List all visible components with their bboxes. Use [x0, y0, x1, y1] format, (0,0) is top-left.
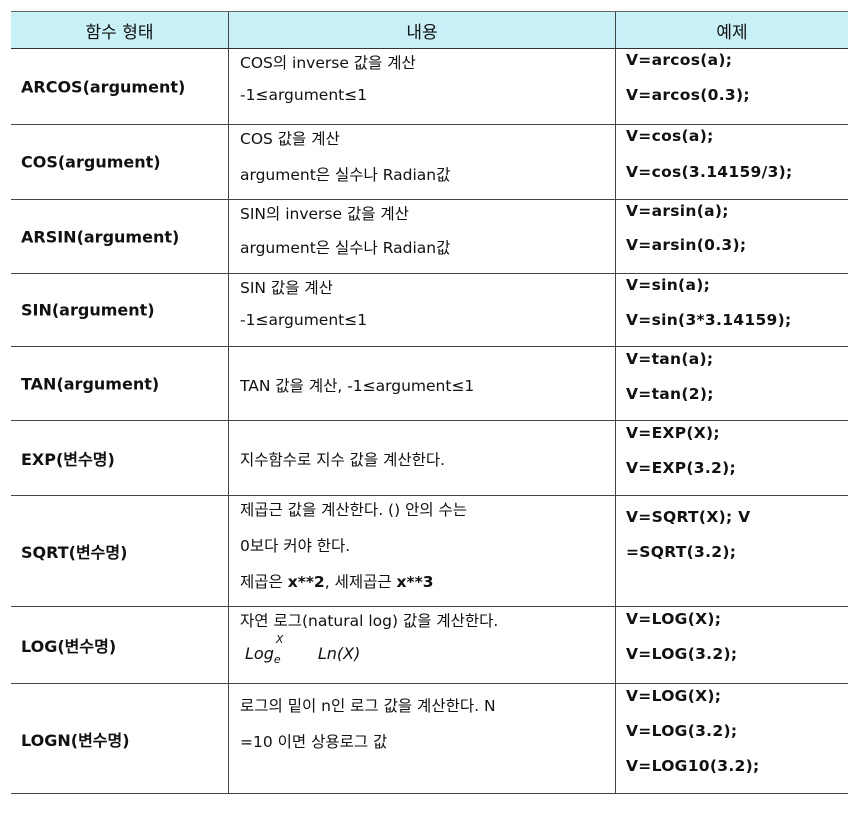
example-code: V=tan(2); [626, 385, 714, 403]
function-name: EXP(변수명) [21, 450, 115, 469]
description-line: argument은 실수나 Radian값 [240, 239, 451, 257]
description-line: -1≤argument≤1 [240, 86, 368, 104]
description-line: 제곱근 값을 계산한다. () 안의 수는 [240, 501, 468, 519]
function-name: ARSIN(argument) [21, 227, 180, 246]
description-line: TAN 값을 계산, -1≤argument≤1 [240, 377, 475, 395]
example-code: V=arsin(a); [626, 202, 729, 220]
description-line: COS의 inverse 값을 계산 [240, 54, 416, 72]
example-code: V=arcos(a); [626, 51, 733, 69]
function-name: SQRT(변수명) [21, 543, 128, 562]
example-code: V=LOG(X); [626, 610, 722, 628]
function-table: 함수 형태 내용 예제 ARCOS(argument) COS의 inverse… [11, 11, 848, 794]
table-row: ARSIN(argument) SIN의 inverse 값을 계산 argum… [11, 200, 848, 274]
header-example: 예제 [716, 22, 748, 43]
example-code: V=LOG(3.2); [626, 645, 738, 663]
example-code: V=LOG(3.2); [626, 722, 738, 740]
description-line: 0보다 커야 한다. [240, 537, 351, 555]
header-content: 내용 [229, 12, 616, 48]
description-line: argument은 실수나 Radian값 [240, 166, 451, 184]
function-name: TAN(argument) [21, 374, 160, 393]
example-code: V=sin(a); [626, 276, 711, 294]
example-code: V=tan(a); [626, 350, 714, 368]
function-name: COS(argument) [21, 152, 161, 172]
example-code: =SQRT(3.2); [626, 543, 737, 561]
description-line: 지수함수로 지수 값을 계산한다. [240, 451, 446, 469]
example-code: V=LOG10(3.2); [626, 757, 760, 775]
description-line: SIN 값을 계산 [240, 279, 333, 297]
table-header-row: 함수 형태 내용 예제 [11, 11, 848, 49]
function-name: LOGN(변수명) [21, 730, 130, 750]
example-code: V=arcos(0.3); [626, 86, 750, 104]
cube-notation: x**3 [396, 573, 434, 591]
description-line: -1≤argument≤1 [240, 311, 368, 329]
table-row: ARCOS(argument) COS의 inverse 값을 계산 -1≤ar… [11, 49, 848, 125]
table-row: EXP(변수명) 지수함수로 지수 값을 계산한다. V=EXP(X); V=E… [11, 421, 848, 496]
example-code: V=SQRT(X); V [626, 508, 751, 526]
example-code: V=EXP(3.2); [626, 459, 737, 477]
example-code: V=cos(3.14159/3); [626, 163, 793, 181]
square-notation: x**2 [287, 573, 325, 591]
example-code: V=arsin(0.3); [626, 236, 747, 254]
description-line: 제곱은 x**2, 세제곱근 x**3 [240, 573, 434, 591]
example-code: V=cos(a); [626, 127, 714, 145]
description-line: 로그의 밑이 n인 로그 값을 계산한다. N [240, 697, 496, 715]
function-name: LOG(변수명) [21, 637, 117, 656]
example-code: V=sin(3*3.14159); [626, 311, 792, 329]
header-function-form: 함수 형태 [11, 12, 229, 48]
function-name: ARCOS(argument) [21, 77, 186, 96]
example-code: V=EXP(X); [626, 424, 720, 442]
description-line: COS 값을 계산 [240, 130, 340, 148]
description-line: =10 이면 상용로그 값 [240, 733, 388, 751]
table-row: LOGN(변수명) 로그의 밑이 n인 로그 값을 계산한다. N =10 이면… [11, 684, 848, 794]
function-name: SIN(argument) [21, 300, 155, 320]
table-row: SQRT(변수명) 제곱근 값을 계산한다. () 안의 수는 0보다 커야 한… [11, 496, 848, 607]
example-code: V=LOG(X); [626, 687, 722, 705]
table-row: SIN(argument) SIN 값을 계산 -1≤argument≤1 V=… [11, 274, 848, 347]
description-line: SIN의 inverse 값을 계산 [240, 205, 409, 223]
description-line: 자연 로그(natural log) 값을 계산한다. [240, 612, 499, 630]
table-row: LOG(변수명) 자연 로그(natural log) 값을 계산한다. Log… [11, 607, 848, 684]
table-row: COS(argument) COS 값을 계산 argument은 실수나 Ra… [11, 125, 848, 200]
table-row: TAN(argument) TAN 값을 계산, -1≤argument≤1 V… [11, 347, 848, 421]
